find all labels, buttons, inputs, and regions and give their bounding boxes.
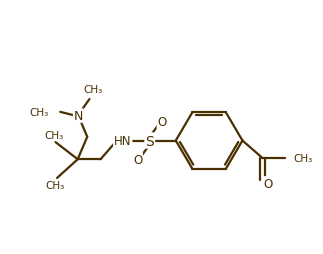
Text: O: O (133, 153, 142, 166)
Text: CH₃: CH₃ (83, 85, 102, 95)
Text: HN: HN (114, 135, 131, 148)
Text: CH₃: CH₃ (46, 180, 65, 190)
Text: CH₃: CH₃ (44, 131, 64, 141)
Text: O: O (157, 116, 166, 129)
Text: CH₃: CH₃ (30, 107, 49, 117)
Text: N: N (74, 110, 83, 123)
Text: CH₃: CH₃ (294, 153, 313, 163)
Text: S: S (145, 134, 154, 148)
Text: O: O (263, 177, 273, 190)
